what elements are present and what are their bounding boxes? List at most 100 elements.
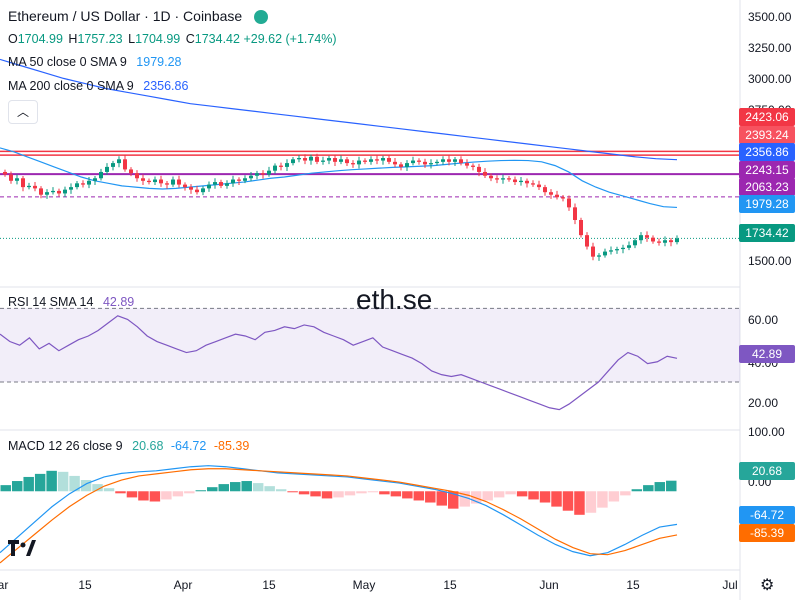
candle	[381, 158, 385, 161]
close-label: C	[185, 32, 195, 46]
candle	[339, 159, 343, 162]
candle	[591, 246, 595, 257]
candle	[357, 160, 361, 165]
ma50-price-box[interactable]: 1979.28	[739, 195, 795, 213]
candle	[189, 187, 193, 190]
price-tick: 3000.00	[748, 72, 792, 86]
candle	[117, 159, 121, 164]
high-value: 1757.23	[77, 32, 123, 46]
candle	[345, 159, 349, 164]
rsi-pane[interactable]	[0, 307, 740, 411]
tradingview-logo-icon[interactable]	[8, 540, 42, 562]
candle	[573, 207, 577, 220]
collapse-legend-button[interactable]: ︿	[8, 100, 38, 124]
candle	[171, 179, 175, 185]
price-tick: 3500.00	[748, 10, 792, 24]
macd-hist-bar	[356, 491, 367, 494]
candle	[147, 180, 151, 183]
candle	[165, 183, 169, 185]
resistance-price-box[interactable]: 2423.06	[739, 108, 795, 126]
candle	[315, 156, 319, 162]
macd-signal-value: -85.39	[213, 439, 250, 453]
last-price-box[interactable]: 1734.42	[739, 224, 795, 242]
time-tick: Jun	[539, 578, 559, 592]
time-tick: Apr	[173, 578, 193, 592]
macd-pane[interactable]	[0, 465, 678, 564]
candle	[429, 163, 433, 165]
macd-hist-bar	[218, 484, 229, 492]
resistance-price-box[interactable]: 2393.24	[739, 126, 795, 144]
live-status-dot-icon	[254, 10, 269, 25]
rsi-legend[interactable]: RSI 14 SMA 14 42.89	[8, 295, 134, 309]
ma200-price-box[interactable]: 2356.86	[739, 143, 795, 161]
support-price-box[interactable]: 2243.15	[739, 161, 795, 179]
candle	[141, 178, 145, 181]
candle	[309, 156, 313, 161]
candle	[447, 159, 451, 162]
macd-legend[interactable]: MACD 12 26 close 9 20.68 -64.72 -85.39	[8, 439, 249, 453]
signal-box[interactable]: -85.39	[739, 524, 795, 542]
candle	[129, 169, 133, 174]
macd-hist-bar	[493, 491, 505, 498]
gear-icon[interactable]: ⚙	[760, 577, 775, 594]
macd-hist-bar	[390, 491, 402, 497]
macd-box[interactable]: -64.72	[739, 506, 795, 524]
macd-hist-bar	[241, 481, 252, 492]
price-pane[interactable]	[0, 58, 740, 261]
macd-hist-box[interactable]: 20.68	[739, 462, 795, 480]
candle	[333, 158, 337, 162]
macd-hist-bar	[46, 470, 57, 492]
candle	[609, 250, 613, 252]
candle	[267, 170, 271, 175]
candle	[321, 160, 325, 162]
candle	[75, 183, 79, 188]
candle	[255, 173, 259, 176]
macd-hist-bar	[574, 491, 585, 515]
open-label: O	[8, 32, 18, 46]
macd-label: MACD 12 26 close 9	[8, 439, 123, 453]
low-label: L	[128, 32, 136, 46]
candle	[237, 179, 241, 181]
ma200-legend[interactable]: MA 200 close 0 SMA 9 2356.86	[8, 79, 188, 93]
macd-hist-bar	[344, 491, 356, 496]
macd-hist-value: 20.68	[132, 439, 164, 453]
macd-hist-bar	[57, 471, 69, 492]
candle	[15, 178, 19, 181]
support-price-box[interactable]: 2063.23	[739, 178, 795, 196]
candle	[123, 159, 127, 170]
macd-tick: 100.00	[748, 425, 785, 439]
candle	[225, 183, 229, 186]
candle	[207, 184, 211, 189]
candle	[411, 160, 415, 164]
rsi-value-box[interactable]: 42.89	[739, 345, 795, 363]
ma200-label: MA 200 close 0 SMA 9	[8, 79, 134, 93]
macd-hist-bar	[459, 491, 470, 507]
symbol-title[interactable]: Ethereum / US Dollar · 1D · Coinbase	[8, 8, 269, 25]
candle	[579, 219, 583, 236]
candle	[297, 158, 301, 160]
candle	[585, 235, 589, 247]
candle	[51, 190, 55, 193]
macd-hist-bar	[195, 490, 207, 492]
macd-hist-bar	[333, 491, 344, 498]
candle	[183, 184, 187, 188]
close-value: 1734.42	[194, 32, 240, 46]
candle	[459, 159, 463, 164]
macd-hist-bar	[275, 489, 287, 492]
candle	[291, 159, 295, 164]
ma50-legend[interactable]: MA 50 close 0 SMA 9 1979.28	[8, 55, 181, 69]
candle	[57, 190, 61, 194]
macd-hist-bar	[149, 491, 161, 502]
candle	[669, 240, 673, 243]
macd-hist-bar	[654, 482, 666, 492]
candle	[249, 175, 253, 179]
symbol-title-text: Ethereum / US Dollar · 1D · Coinbase	[8, 8, 243, 24]
candle	[213, 182, 217, 185]
candle	[639, 235, 643, 241]
candle	[495, 178, 499, 180]
candle	[243, 178, 247, 181]
macd-hist-bar	[184, 491, 195, 494]
candle	[105, 166, 109, 172]
candle	[555, 194, 559, 198]
